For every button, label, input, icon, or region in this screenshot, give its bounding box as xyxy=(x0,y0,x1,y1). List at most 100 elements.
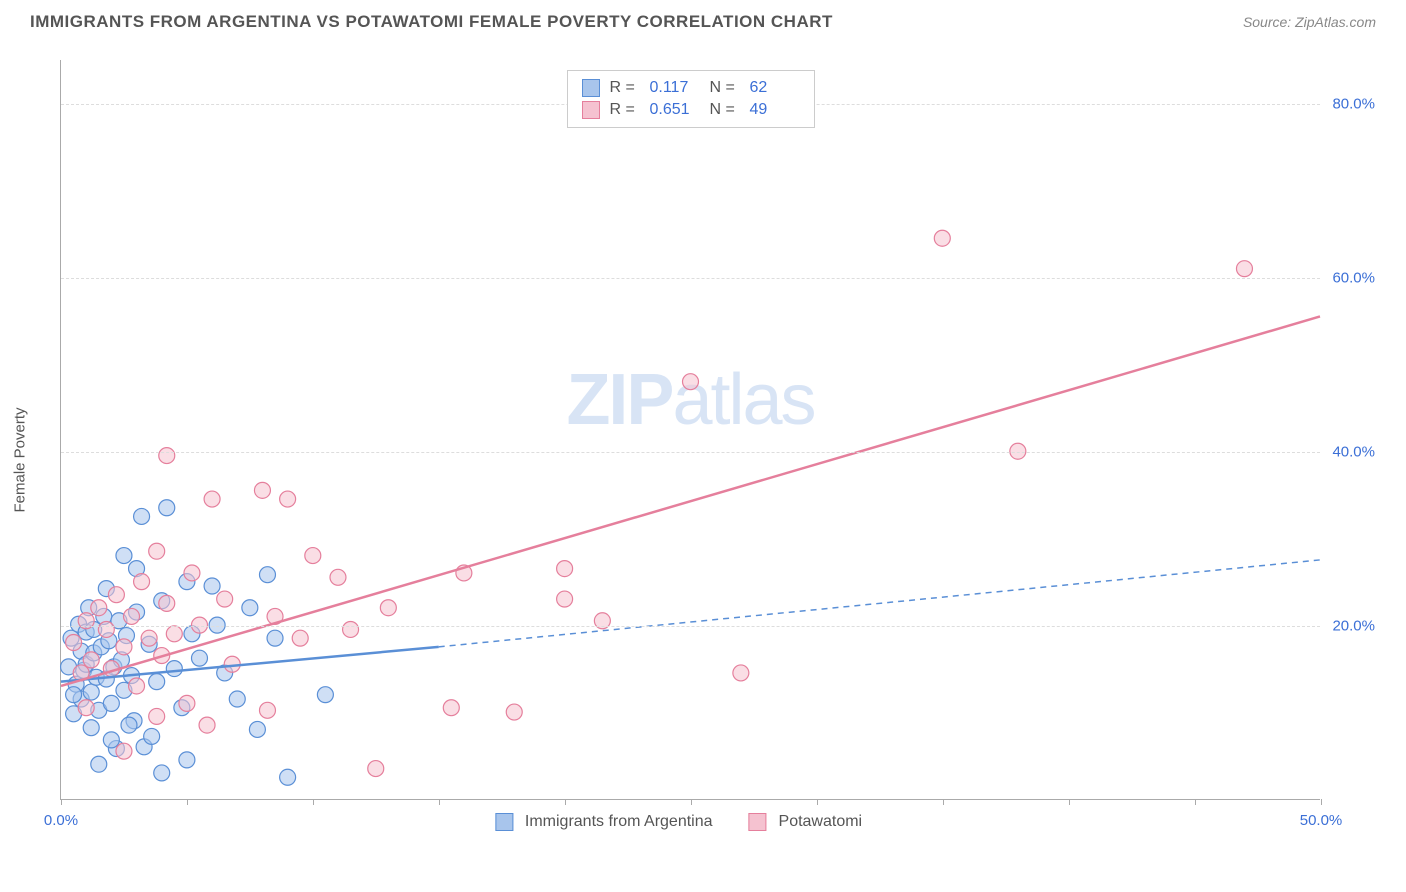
scatter-point xyxy=(103,695,119,711)
scatter-point xyxy=(242,600,258,616)
title-bar: IMMIGRANTS FROM ARGENTINA VS POTAWATOMI … xyxy=(0,0,1406,40)
scatter-point xyxy=(121,717,137,733)
scatter-point xyxy=(343,621,359,637)
y-tick-label: 40.0% xyxy=(1332,443,1375,460)
legend-r-value: 0.651 xyxy=(650,99,700,121)
x-tick xyxy=(817,799,818,805)
y-tick-label: 20.0% xyxy=(1332,617,1375,634)
legend-n-label: N = xyxy=(710,77,740,99)
scatter-point xyxy=(154,765,170,781)
scatter-point xyxy=(159,448,175,464)
scatter-point xyxy=(98,621,114,637)
chart-title: IMMIGRANTS FROM ARGENTINA VS POTAWATOMI … xyxy=(30,12,833,32)
legend-stats-row: R = 0.117 N = 62 xyxy=(582,77,800,99)
scatter-point xyxy=(83,652,99,668)
legend-series-label: Immigrants from Argentina xyxy=(525,813,713,831)
scatter-point xyxy=(83,720,99,736)
scatter-point xyxy=(179,695,195,711)
source-label: Source: ZipAtlas.com xyxy=(1243,14,1376,30)
scatter-point xyxy=(134,508,150,524)
scatter-point xyxy=(199,717,215,733)
scatter-point xyxy=(557,561,573,577)
x-tick xyxy=(1069,799,1070,805)
scatter-point xyxy=(124,608,140,624)
scatter-point xyxy=(166,626,182,642)
scatter-point xyxy=(934,230,950,246)
x-tick xyxy=(1321,799,1322,805)
scatter-point xyxy=(116,548,132,564)
x-tick xyxy=(313,799,314,805)
scatter-point xyxy=(78,700,94,716)
gridline xyxy=(61,278,1320,279)
x-tick xyxy=(1195,799,1196,805)
y-tick-label: 80.0% xyxy=(1332,95,1375,112)
scatter-point xyxy=(149,543,165,559)
legend-swatch xyxy=(582,79,600,97)
scatter-point xyxy=(330,569,346,585)
legend-swatch xyxy=(749,813,767,831)
plot-area: ZIPatlas R =0.117N =62R =0.651N =49 Immi… xyxy=(60,60,1320,800)
legend-stats-row: R = 0.651 N = 49 xyxy=(582,99,800,121)
scatter-point xyxy=(149,674,165,690)
legend-swatch xyxy=(582,101,600,119)
scatter-point xyxy=(259,567,275,583)
scatter-point xyxy=(166,661,182,677)
legend-r-label: R = xyxy=(610,99,640,121)
scatter-point xyxy=(91,600,107,616)
scatter-point xyxy=(380,600,396,616)
scatter-point xyxy=(217,591,233,607)
legend-series: Immigrants from Argentina Potawatomi xyxy=(495,813,886,831)
x-tick xyxy=(565,799,566,805)
scatter-point xyxy=(66,635,82,651)
scatter-point xyxy=(159,595,175,611)
scatter-point xyxy=(1236,261,1252,277)
y-axis-label: Female Poverty xyxy=(12,407,29,512)
scatter-point xyxy=(134,574,150,590)
gridline xyxy=(61,626,1320,627)
scatter-point xyxy=(229,691,245,707)
scatter-point xyxy=(317,687,333,703)
scatter-point xyxy=(254,482,270,498)
trend-line xyxy=(61,316,1320,686)
scatter-point xyxy=(443,700,459,716)
chart-container: Female Poverty ZIPatlas R =0.117N =62R =… xyxy=(50,50,1370,870)
scatter-point xyxy=(83,684,99,700)
scatter-point xyxy=(506,704,522,720)
plot-svg xyxy=(61,60,1320,799)
scatter-point xyxy=(305,548,321,564)
legend-r-label: R = xyxy=(610,77,640,99)
scatter-point xyxy=(267,630,283,646)
scatter-point xyxy=(280,491,296,507)
x-tick xyxy=(691,799,692,805)
scatter-point xyxy=(91,756,107,772)
legend-series-label: Potawatomi xyxy=(779,813,863,831)
scatter-point xyxy=(144,728,160,744)
scatter-point xyxy=(141,630,157,646)
x-tick xyxy=(439,799,440,805)
x-tick xyxy=(187,799,188,805)
legend-swatch xyxy=(495,813,513,831)
x-tick-label: 0.0% xyxy=(44,812,78,829)
scatter-point xyxy=(108,587,124,603)
scatter-point xyxy=(103,732,119,748)
scatter-point xyxy=(184,565,200,581)
scatter-point xyxy=(116,743,132,759)
x-tick xyxy=(61,799,62,805)
scatter-point xyxy=(733,665,749,681)
legend-n-value: 49 xyxy=(750,99,800,121)
scatter-point xyxy=(259,702,275,718)
scatter-point xyxy=(191,650,207,666)
legend-r-value: 0.117 xyxy=(650,77,700,99)
scatter-point xyxy=(204,491,220,507)
scatter-point xyxy=(66,687,82,703)
scatter-point xyxy=(292,630,308,646)
legend-n-label: N = xyxy=(710,99,740,121)
x-tick xyxy=(943,799,944,805)
scatter-point xyxy=(179,752,195,768)
legend-n-value: 62 xyxy=(750,77,800,99)
scatter-point xyxy=(280,769,296,785)
scatter-point xyxy=(149,708,165,724)
x-tick-label: 50.0% xyxy=(1300,812,1343,829)
gridline xyxy=(61,452,1320,453)
scatter-point xyxy=(683,374,699,390)
